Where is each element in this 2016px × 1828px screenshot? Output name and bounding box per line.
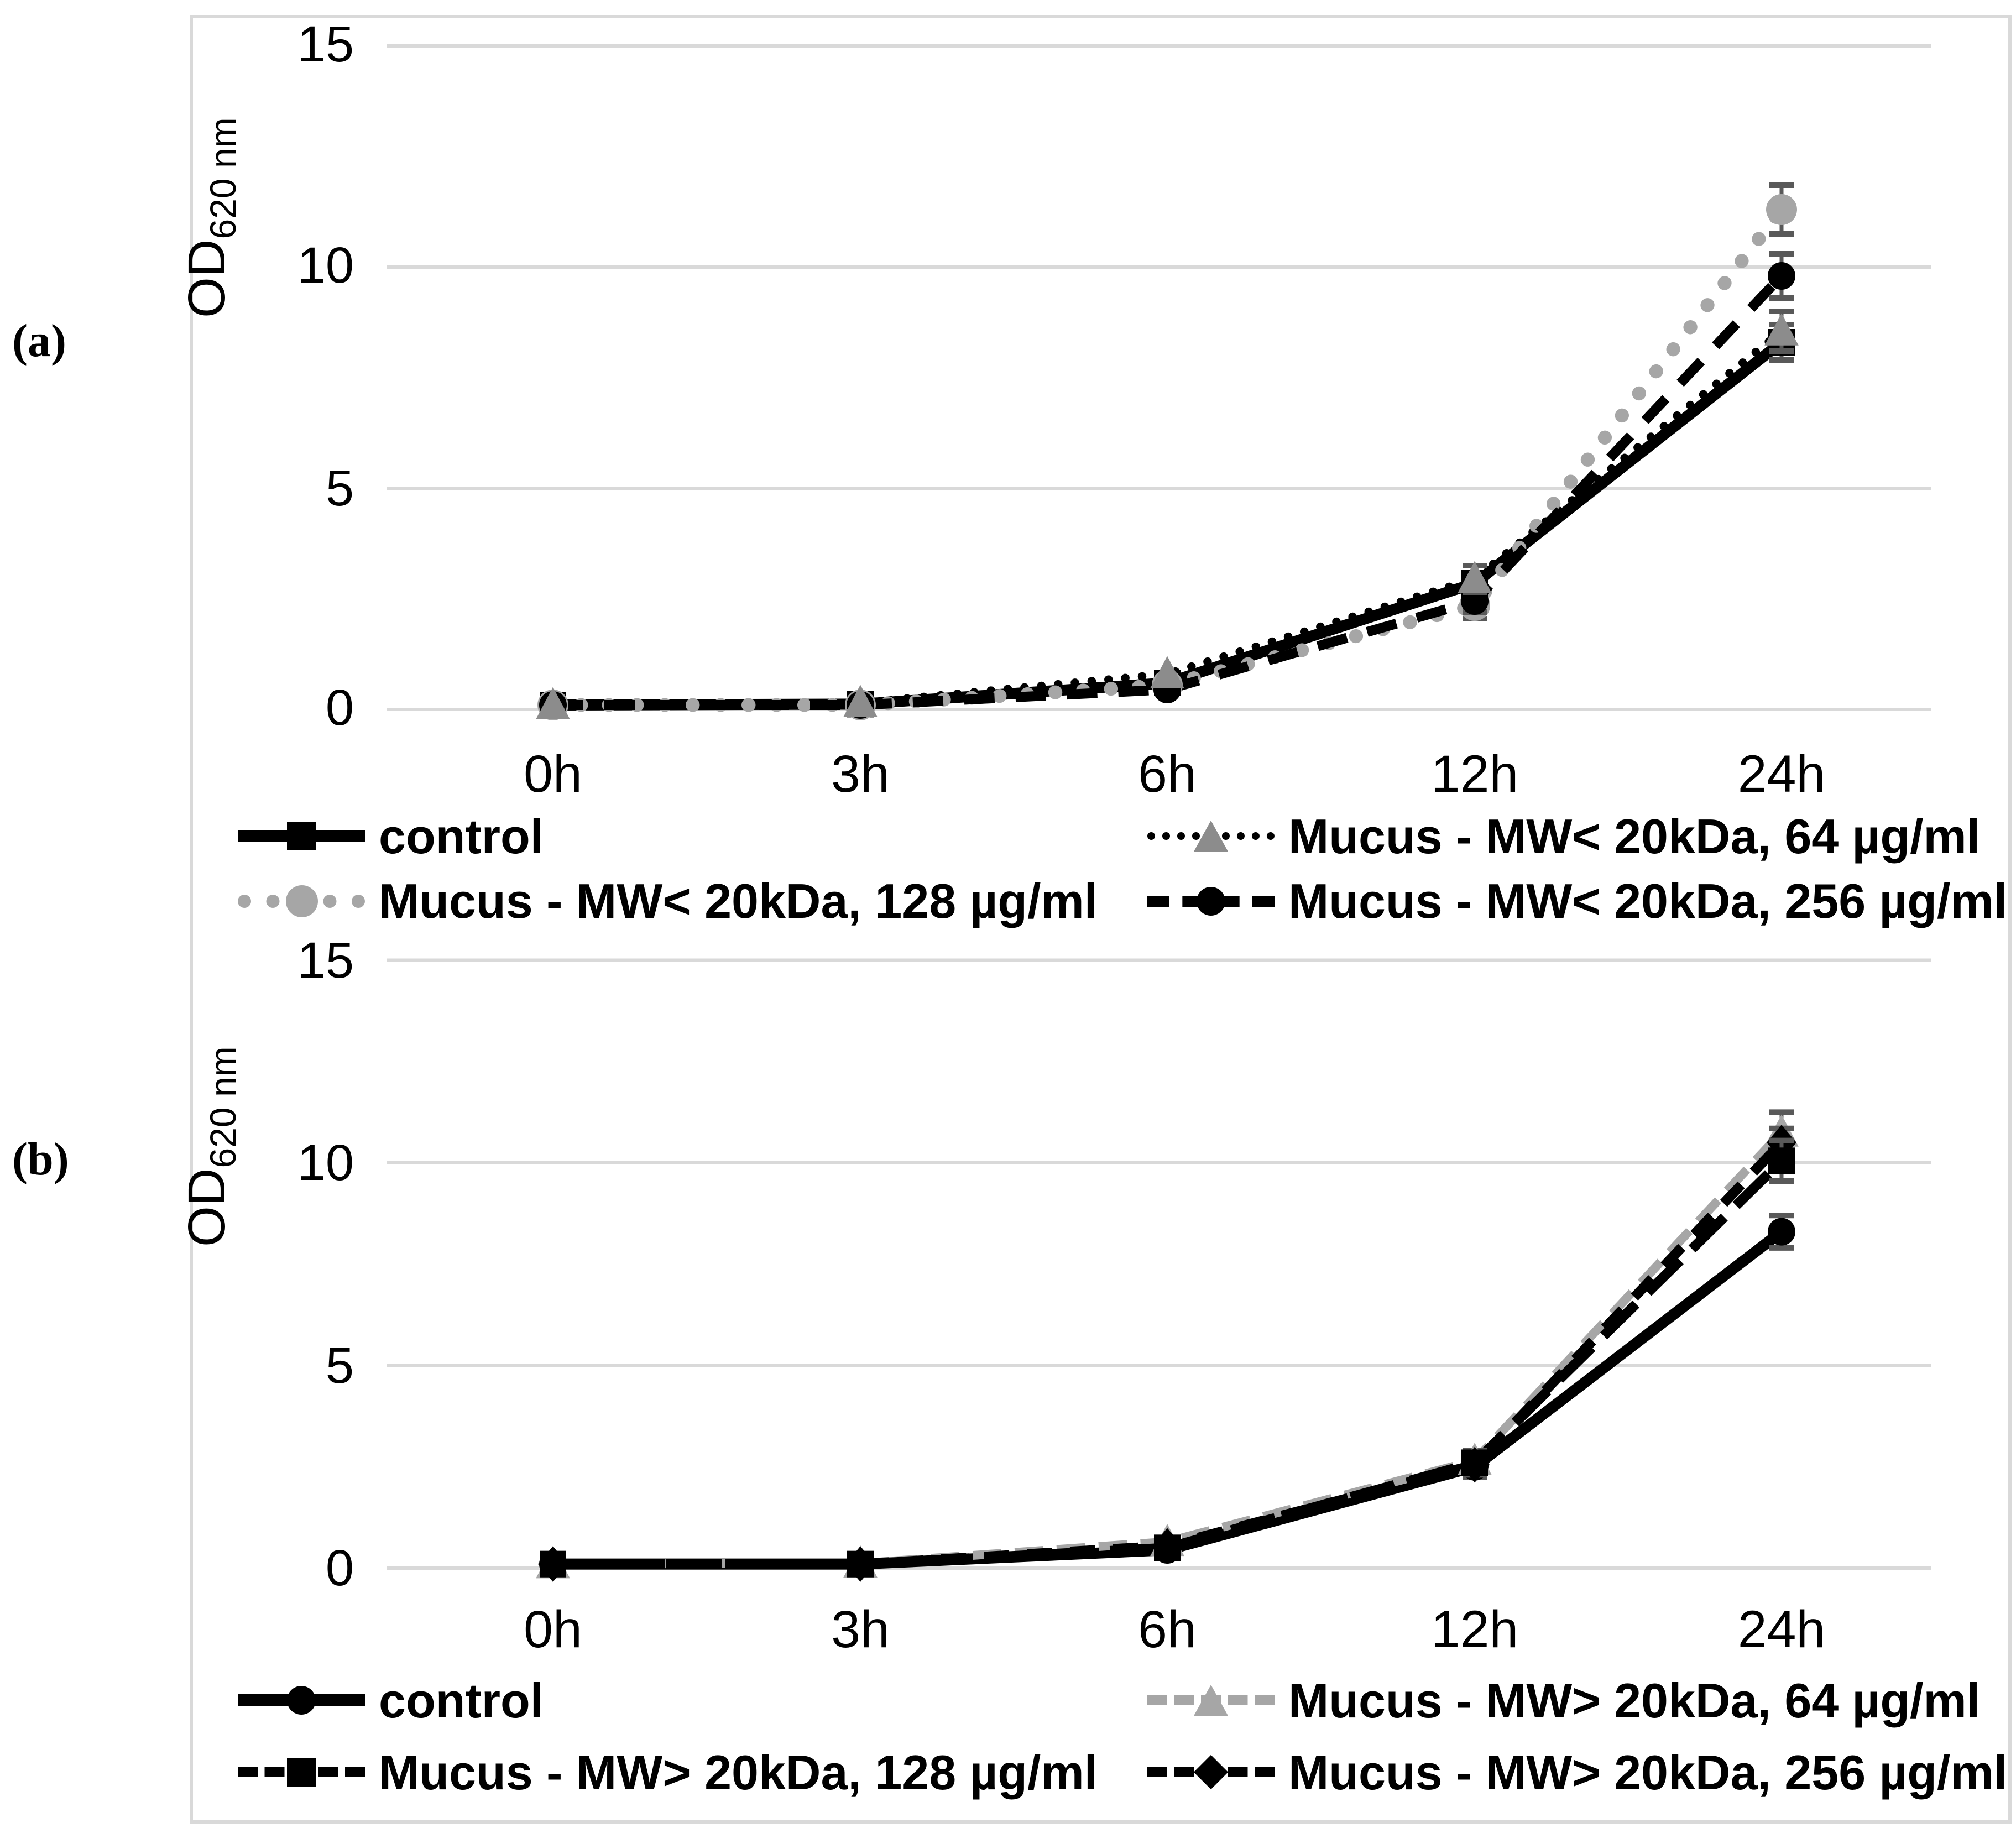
y-tick-a-5: 5 — [325, 460, 354, 516]
data-point-square — [1154, 1534, 1181, 1561]
y-axis-title-main: OD — [177, 1168, 236, 1247]
x-tick-a-6h: 6h — [1138, 745, 1197, 803]
series-line-dashed — [553, 272, 1785, 710]
legend-label: Mucus - MW> 20kDa, 256 µg/ml — [1288, 1745, 2008, 1800]
legend-label: control — [379, 809, 544, 864]
data-point-circle — [1766, 194, 1797, 225]
legend-label: Mucus - MW> 20kDa, 128 µg/ml — [379, 1745, 1098, 1800]
x-tick-b-0h: 0h — [524, 1600, 582, 1659]
y-axis-title-main: OD — [177, 239, 236, 318]
x-tick-a-12h: 12h — [1430, 745, 1519, 803]
y-tick-b-10: 10 — [297, 1135, 354, 1191]
legend-label: Mucus - MW< 20kDa, 64 µg/ml — [1288, 809, 1981, 864]
data-point-triangle — [843, 685, 878, 717]
series-line-dashed — [553, 1139, 1785, 1569]
panel-label-b: (b) — [12, 1134, 69, 1185]
y-axis-title-sub: 620 nm — [202, 117, 243, 239]
data-point-triangle — [1150, 656, 1184, 688]
x-tick-b-3h: 3h — [831, 1600, 890, 1659]
x-tick-b-24h: 24h — [1737, 1600, 1826, 1659]
panel-b-plot — [387, 958, 1931, 1582]
series-line-dashed — [552, 1129, 1785, 1569]
series-line-dotted — [549, 327, 1786, 709]
data-point-square — [540, 1550, 566, 1578]
x-tick-b-12h: 12h — [1430, 1600, 1519, 1659]
y-tick-b-5: 5 — [325, 1338, 354, 1394]
legend-label: Mucus - MW> 20kDa, 64 µg/ml — [1288, 1673, 1981, 1728]
figure-border — [190, 15, 2012, 1824]
legend-label: control — [379, 1673, 544, 1728]
data-point-square — [1768, 1147, 1795, 1174]
legend-label: Mucus - MW< 20kDa, 256 µg/ml — [1288, 874, 2008, 928]
data-point-circle — [1768, 262, 1795, 290]
panel-label-a: (a) — [12, 315, 66, 367]
y-tick-a-15: 15 — [297, 16, 354, 72]
data-point-square — [847, 1550, 874, 1578]
x-tick-a-24h: 24h — [1737, 745, 1826, 803]
x-tick-b-6h: 6h — [1138, 1600, 1197, 1659]
x-tick-a-3h: 3h — [831, 745, 890, 803]
data-point-triangle — [1764, 313, 1799, 346]
x-tick-a-0h: 0h — [524, 745, 582, 803]
series-line-solid — [553, 1227, 1785, 1570]
data-point-square — [1461, 1449, 1488, 1476]
legend-marker-square-icon — [287, 1758, 316, 1787]
data-point-circle — [1768, 1218, 1795, 1246]
y-tick-b-0: 0 — [325, 1540, 354, 1596]
panel-a-plot — [387, 44, 1931, 720]
series-line-solid — [552, 338, 1785, 711]
y-tick-a-10: 10 — [297, 237, 354, 294]
legend-marker-triangle-icon — [1194, 1685, 1228, 1716]
legend-marker-circle-icon — [1197, 887, 1225, 916]
data-point-triangle — [1458, 561, 1492, 593]
data-point-triangle — [536, 687, 570, 719]
legend-label: Mucus - MW< 20kDa, 128 µg/ml — [379, 874, 1098, 928]
y-tick-a-0: 0 — [325, 680, 354, 736]
y-tick-b-15: 15 — [297, 932, 354, 989]
legend-marker-circle-icon — [287, 1686, 316, 1715]
legend-marker-circle-icon — [286, 885, 318, 917]
legend-marker-square-icon — [287, 822, 316, 850]
series-line-dotted — [546, 202, 1789, 712]
series-line-dashed — [553, 1157, 1785, 1569]
legend-marker-triangle-icon — [1194, 821, 1228, 852]
